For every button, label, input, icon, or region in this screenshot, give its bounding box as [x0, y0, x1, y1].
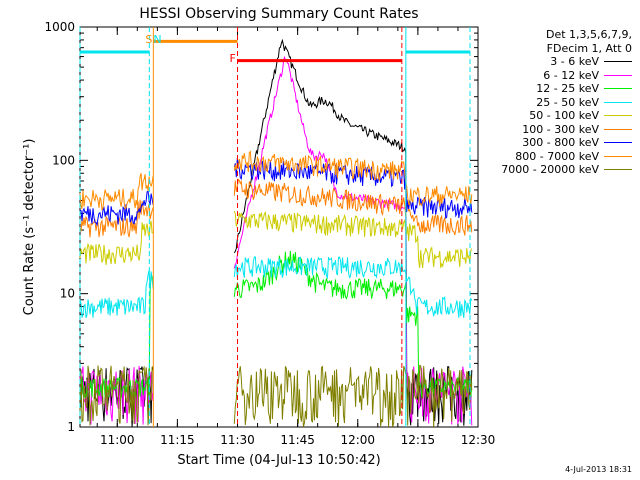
- series-line-8: [79, 364, 473, 428]
- legend-swatch: [604, 128, 632, 130]
- y-tick-label: 100: [52, 153, 75, 167]
- legend-item: 6 - 12 keV: [486, 69, 632, 83]
- legend-item: 100 - 300 keV: [486, 123, 632, 137]
- y-axis-label: Count Rate (s⁻¹ detector⁻¹): [22, 139, 37, 316]
- legend-label: 50 - 100 keV: [529, 109, 599, 122]
- legend-item: 3 - 6 keV: [486, 55, 632, 69]
- x-tick-label: 11:45: [280, 433, 315, 447]
- y-tick-label: 1: [67, 420, 75, 434]
- legend-label: 3 - 6 keV: [550, 55, 599, 68]
- legend-item: 7000 - 20000 keV: [486, 163, 632, 177]
- x-tick-label: 12:30: [461, 433, 496, 447]
- annotation-S: S: [145, 33, 152, 46]
- series-line-4: [79, 210, 473, 269]
- x-tick-label: 11:15: [160, 433, 195, 447]
- legend-item: 300 - 800 keV: [486, 136, 632, 150]
- legend-swatch: [604, 61, 632, 63]
- legend-item: 25 - 50 keV: [486, 96, 632, 110]
- x-tick-label: 11:30: [220, 433, 255, 447]
- x-axis-label: Start Time (04-Jul-13 10:50:42): [177, 453, 380, 468]
- annotation-N: N: [153, 33, 161, 46]
- legend-swatch: [604, 142, 632, 144]
- x-tick-label: 11:00: [100, 433, 135, 447]
- legend-label: 7000 - 20000 keV: [501, 163, 599, 176]
- date-stamp: 4-Jul-2013 18:31: [565, 465, 632, 474]
- legend-label: 300 - 800 keV: [522, 136, 599, 149]
- y-tick-label: 10: [60, 287, 75, 301]
- legend-swatch: [604, 88, 632, 90]
- series-line-6: [79, 158, 473, 227]
- legend-swatch: [604, 115, 632, 117]
- legend-header-line-1: Det 1,3,5,6,7,9,: [545, 28, 632, 41]
- series-line-3: [79, 256, 473, 318]
- legend-label: 100 - 300 keV: [522, 122, 599, 136]
- legend-item: 800 - 7000 keV: [486, 150, 632, 164]
- legend-label: 25 - 50 keV: [536, 95, 599, 109]
- series-line-5: [79, 178, 473, 238]
- y-tick-label: 1000: [44, 20, 75, 34]
- chart-title: HESSI Observing Summary Count Rates: [139, 6, 418, 22]
- legend-swatch: [604, 169, 632, 171]
- legend: Det 1,3,5,6,7,9, FDecim 1, Att 0 3 - 6 k…: [486, 28, 632, 177]
- legend-swatch: [604, 101, 632, 103]
- legend-header-line-2: FDecim 1, Att 0: [546, 41, 632, 55]
- legend-label: 800 - 7000 keV: [515, 149, 599, 163]
- x-tick-label: 12:15: [401, 433, 436, 447]
- legend-label: 12 - 25 keV: [536, 82, 599, 95]
- legend-item: 12 - 25 keV: [486, 82, 632, 96]
- legend-swatch: [604, 74, 632, 76]
- legend-label: 6 - 12 keV: [543, 68, 599, 82]
- legend-swatch: [604, 155, 632, 157]
- x-tick-label: 12:00: [340, 433, 375, 447]
- legend-item: 50 - 100 keV: [486, 109, 632, 123]
- annotation-F: F: [230, 52, 236, 65]
- series-line-7: [79, 150, 473, 211]
